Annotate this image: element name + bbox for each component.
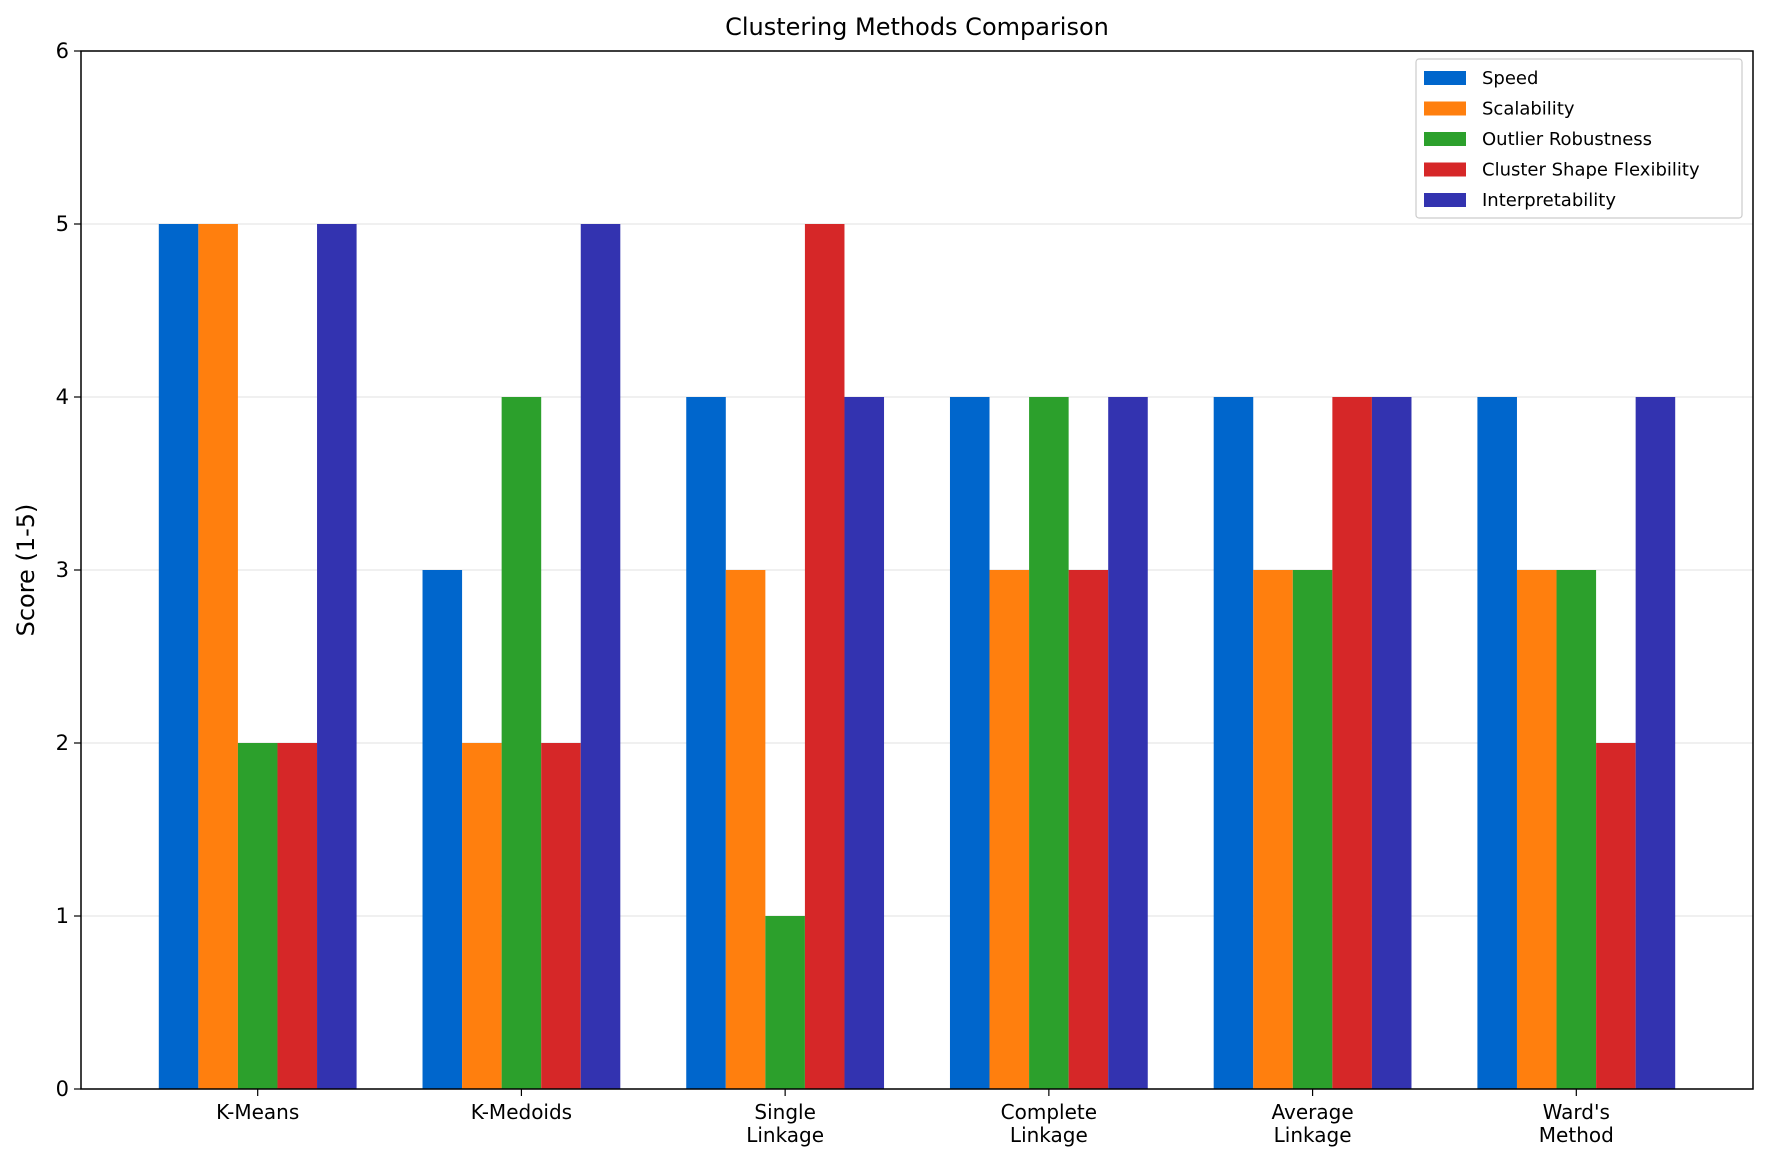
bar <box>1556 570 1597 1089</box>
legend-label: Interpretability <box>1482 190 1616 211</box>
bar <box>237 743 278 1089</box>
bar <box>1596 743 1636 1089</box>
bar <box>580 224 621 1089</box>
x-tick-label: Complete Linkage <box>1001 1100 1097 1147</box>
x-tick-label: K-Means <box>216 1100 299 1124</box>
legend-swatch <box>1424 132 1466 146</box>
chart-title: Clustering Methods Comparison <box>725 13 1109 41</box>
bar <box>1371 397 1412 1089</box>
bar <box>725 570 766 1089</box>
bar <box>949 397 990 1089</box>
bar <box>1635 397 1676 1089</box>
y-tick-label: 0 <box>56 1077 69 1101</box>
legend-label: Scalability <box>1482 99 1575 120</box>
y-tick-label: 6 <box>56 39 69 63</box>
bar <box>541 743 581 1089</box>
bar <box>1516 570 1557 1089</box>
y-tick-label: 3 <box>56 558 69 582</box>
legend-label: Outlier Robustness <box>1482 129 1652 150</box>
bar <box>765 916 805 1089</box>
bar <box>1213 397 1254 1089</box>
y-tick-label: 2 <box>56 731 69 755</box>
legend-swatch <box>1424 71 1466 85</box>
bar <box>804 224 845 1089</box>
bar <box>1108 397 1148 1089</box>
bar <box>198 224 238 1089</box>
y-axis-label: Score (1-5) <box>12 504 40 637</box>
bar <box>1253 570 1293 1089</box>
x-tick-label: Ward's Method <box>1539 1100 1614 1147</box>
y-tick-label: 1 <box>56 904 69 928</box>
y-tick-label: 5 <box>56 212 69 236</box>
bar <box>501 397 542 1089</box>
bar <box>989 570 1030 1089</box>
bar <box>1068 570 1109 1089</box>
legend-box <box>1415 58 1743 219</box>
legend-swatch <box>1424 162 1466 177</box>
bar <box>844 397 885 1089</box>
legend-label: Speed <box>1482 68 1538 89</box>
bar <box>1292 570 1333 1089</box>
legend-label: Cluster Shape Flexibility <box>1482 160 1700 181</box>
legend-swatch <box>1424 101 1466 116</box>
bar <box>1332 397 1372 1089</box>
bar <box>462 743 502 1089</box>
bar <box>686 397 726 1089</box>
bar <box>422 570 463 1089</box>
bar <box>1477 397 1517 1089</box>
x-tick-label: K-Medoids <box>471 1100 572 1124</box>
y-tick-label: 4 <box>56 385 69 409</box>
bar <box>1029 397 1069 1089</box>
x-tick-label: Single Linkage <box>746 1100 824 1147</box>
legend-swatch <box>1424 193 1466 207</box>
bar <box>277 743 318 1089</box>
bar <box>158 224 199 1089</box>
bar <box>317 224 357 1089</box>
x-tick-label: Average Linkage <box>1272 1100 1354 1147</box>
plot-frame <box>80 50 1754 1090</box>
